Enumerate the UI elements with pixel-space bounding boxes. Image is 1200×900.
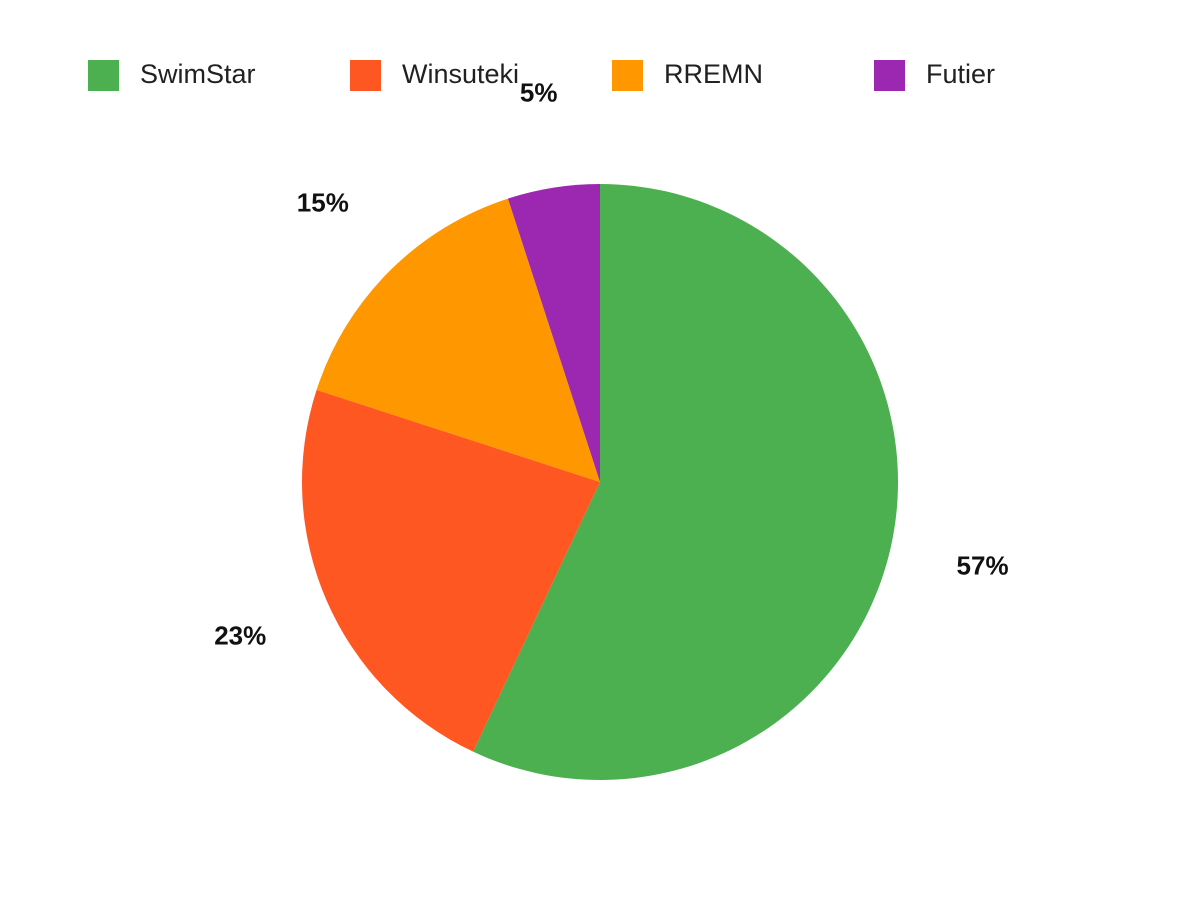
legend-swatch	[88, 60, 119, 91]
legend-swatch	[874, 60, 905, 91]
pie-slice	[473, 184, 898, 781]
legend-label: RREMN	[664, 59, 763, 89]
legend-swatch	[350, 60, 381, 91]
pie-slice	[301, 389, 600, 752]
legend-label: Winsuteki	[402, 59, 519, 89]
data-label: 23%	[214, 621, 266, 651]
legend-label: SwimStar	[140, 59, 256, 89]
data-label: 15%	[297, 188, 349, 218]
legend-label: Futier	[926, 59, 995, 89]
pie-slice	[316, 198, 600, 483]
data-label: 5%	[520, 78, 558, 108]
pie-slice	[507, 184, 600, 482]
data-label: 57%	[957, 550, 1009, 580]
legend-swatch	[612, 60, 643, 91]
